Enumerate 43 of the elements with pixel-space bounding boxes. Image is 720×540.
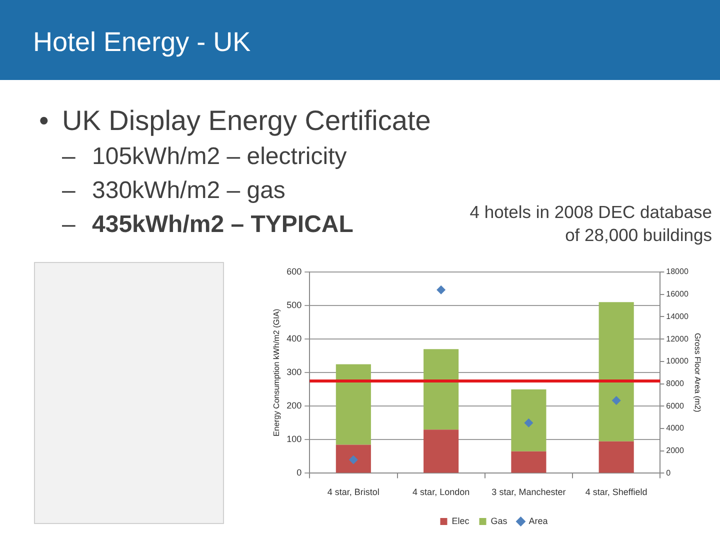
x-tick-label: 3 star, Manchester (492, 487, 566, 498)
y2-tick-label: 6000 (666, 401, 684, 410)
legend-label: Area (528, 516, 548, 526)
bar (598, 441, 634, 473)
bar (511, 451, 546, 473)
point (436, 285, 446, 294)
bar (424, 430, 459, 473)
text: – 330kWh/m2 – gas (62, 176, 286, 206)
bar (598, 302, 634, 442)
y-axis-title: Energy Consumption kWh/m2 (GIA) (272, 308, 282, 436)
x-tick-label: 4 star, Bristol (327, 487, 380, 498)
y2-tick-label: 8000 (666, 378, 684, 388)
x-tick-label: 4 star, London (412, 487, 470, 498)
text: • UK Display Energy Certificate (39, 105, 431, 137)
y-tick-label: 500 (286, 300, 302, 310)
bar (424, 349, 459, 430)
y2-tick-label: 12000 (666, 334, 689, 344)
text: – 435kWh/m2 – TYPICAL (62, 210, 354, 240)
legend-label: Gas (490, 516, 508, 526)
y2-tick-label: 14000 (666, 312, 689, 321)
bar (511, 389, 546, 452)
y2-tick-label: 4000 (666, 424, 684, 433)
y-tick-label: 400 (286, 334, 302, 344)
y2-tick-label: 16000 (666, 290, 689, 299)
bar (336, 364, 371, 445)
chart-subtitle: 4 hotels in 2008 DEC database of 28,000 buildings (468, 201, 712, 247)
y2-tick-label: 10000 (666, 356, 689, 366)
chart-title: Hotel Energy - UK (33, 26, 251, 58)
y-tick-label: 600 (286, 266, 302, 276)
bar (336, 444, 371, 473)
y-tick-label: 300 (286, 367, 302, 378)
y2-axis-title: Gross Floor Area (m2) (692, 333, 702, 412)
x-tick-label: 4 star, Sheffield (585, 487, 648, 498)
y-tick-label: 200 (286, 400, 302, 411)
text: – 105kWh/m2 – electricity (62, 142, 347, 172)
point (524, 418, 534, 428)
legend-label: Elec (452, 516, 470, 526)
y2-tick-label: 2000 (666, 446, 684, 456)
y2-tick-label: 18000 (666, 267, 689, 276)
y-tick-label: 100 (286, 434, 302, 444)
y2-tick-label: 0 (666, 468, 672, 478)
point (612, 396, 621, 406)
y-tick-label: 0 (296, 468, 302, 478)
